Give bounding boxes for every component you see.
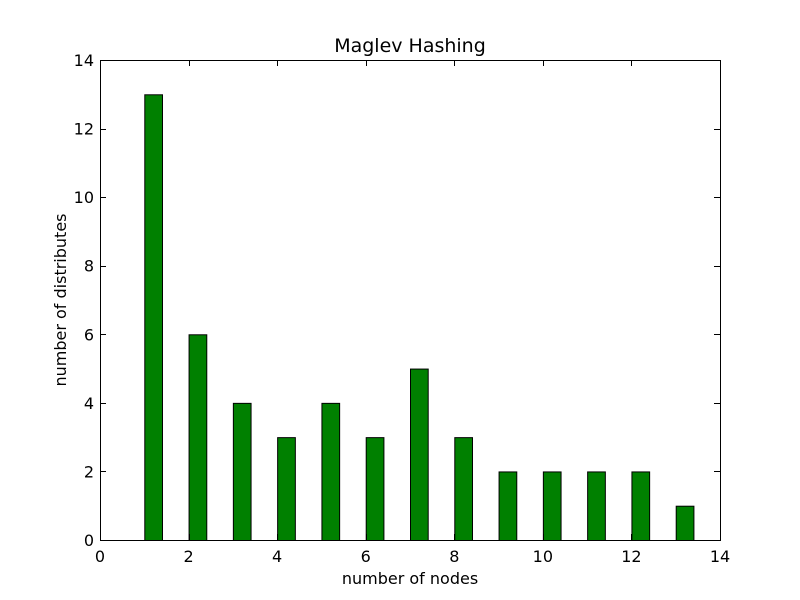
bar-8 bbox=[454, 437, 474, 542]
bar-5 bbox=[321, 402, 341, 541]
y-tick-label-8: 8 bbox=[84, 257, 94, 276]
x-tick-label-4: 4 bbox=[272, 547, 282, 566]
y-tick-label-6: 6 bbox=[84, 325, 94, 344]
bar-6 bbox=[365, 437, 385, 542]
x-tick-label-2: 2 bbox=[183, 547, 193, 566]
x-axis: 0 2 4 6 8 10 12 14 bbox=[95, 60, 730, 566]
bar-11 bbox=[587, 471, 606, 541]
y-tick-label-2: 2 bbox=[84, 462, 94, 481]
bar-9 bbox=[498, 471, 518, 541]
x-tick-label-14: 14 bbox=[710, 547, 730, 566]
bar-12 bbox=[631, 471, 651, 541]
chart-title: Maglev Hashing bbox=[334, 35, 486, 57]
x-axis-label: number of nodes bbox=[342, 569, 478, 588]
x-tick-label-0: 0 bbox=[95, 547, 105, 566]
y-tick-label-4: 4 bbox=[84, 394, 94, 413]
y-axis: 0 2 4 6 8 10 12 14 bbox=[74, 51, 720, 550]
bar-2 bbox=[188, 334, 208, 542]
y-tick-label-12: 12 bbox=[74, 120, 94, 139]
bar-10 bbox=[542, 471, 562, 541]
x-tick-label-8: 8 bbox=[449, 547, 459, 566]
x-tick-label-6: 6 bbox=[361, 547, 371, 566]
plot-frame bbox=[100, 60, 721, 541]
y-tick-label-0: 0 bbox=[84, 531, 94, 550]
bar-7 bbox=[410, 368, 429, 541]
x-tick-label-12: 12 bbox=[621, 547, 641, 566]
x-tick-label-10: 10 bbox=[533, 547, 553, 566]
bar-13 bbox=[675, 505, 695, 541]
bar-1 bbox=[144, 94, 163, 541]
bar-4 bbox=[277, 437, 296, 542]
y-tick-label-14: 14 bbox=[74, 51, 94, 70]
y-tick-label-10: 10 bbox=[74, 188, 94, 207]
bars-layer bbox=[144, 94, 695, 542]
y-axis-label: number of distributes bbox=[51, 213, 70, 386]
bar-3 bbox=[232, 402, 252, 541]
